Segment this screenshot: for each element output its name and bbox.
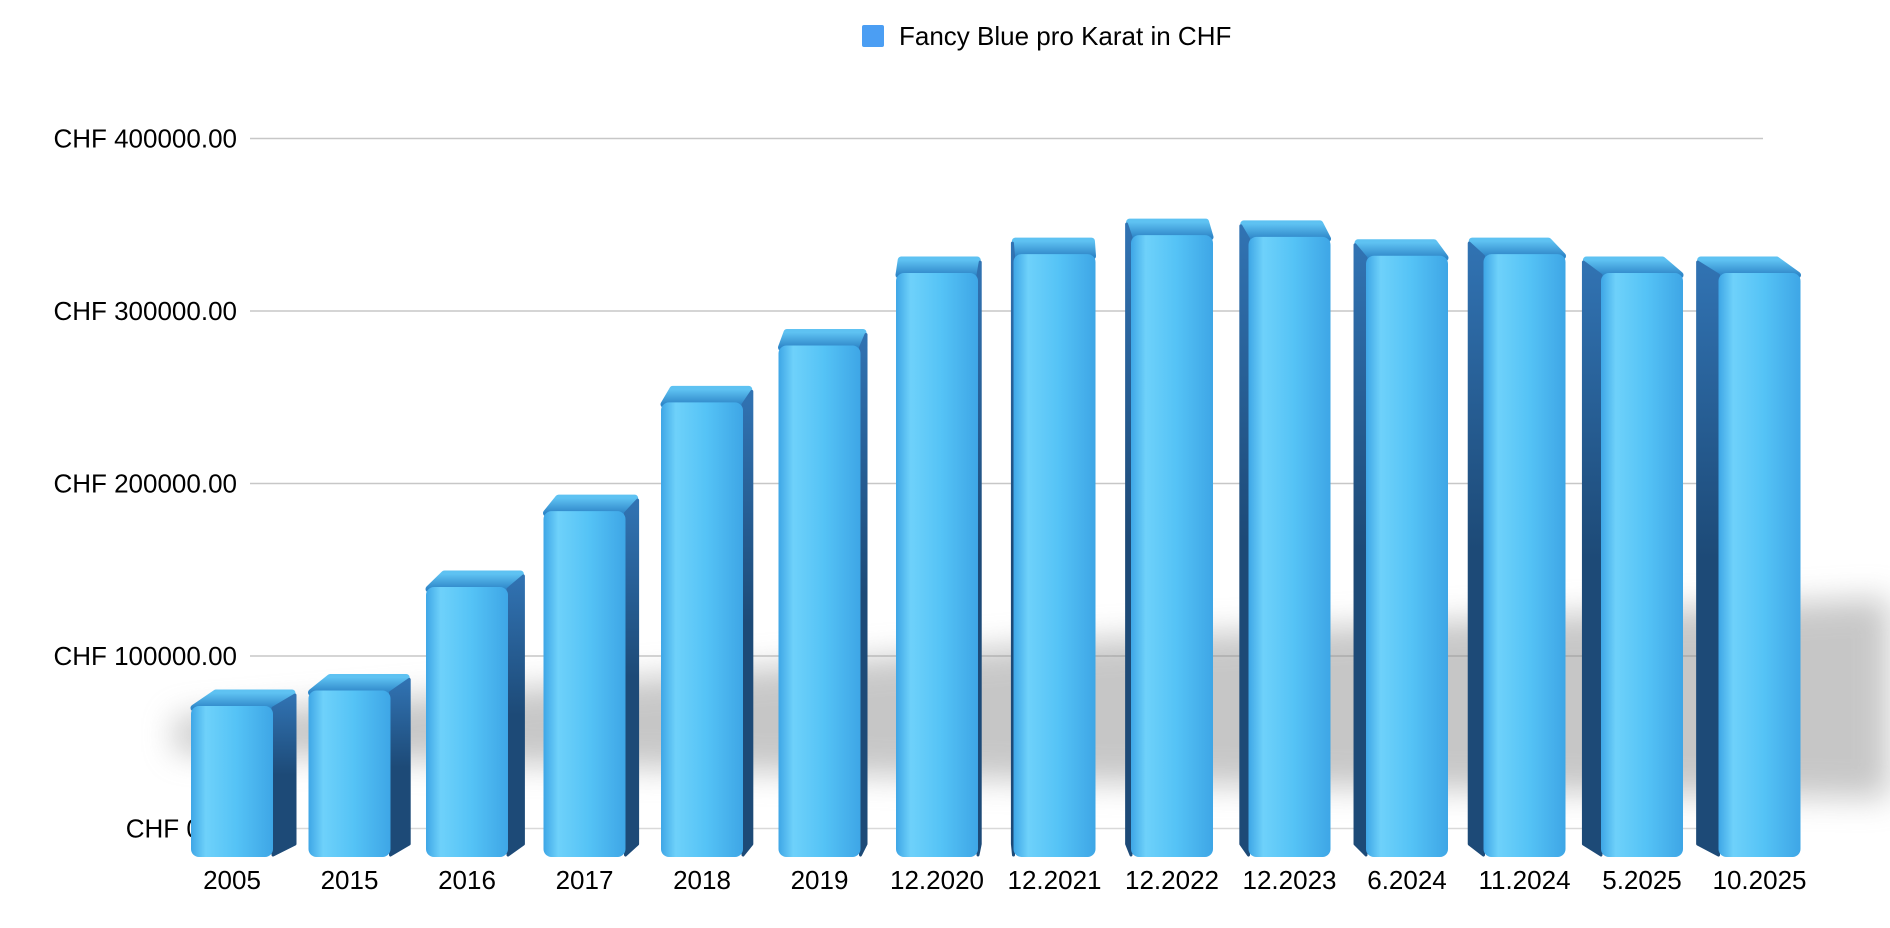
bar-6-2024 [1353, 239, 1449, 858]
bar-front-face [1013, 254, 1096, 857]
bar-side-face [1696, 260, 1720, 857]
x-tick-label: 12.2022 [1125, 865, 1219, 895]
bar-side-face [624, 498, 640, 857]
bar-front-face [778, 345, 861, 857]
bar-side-face [1010, 241, 1015, 857]
bar-front-face [1248, 236, 1331, 857]
bar-top-face [1468, 237, 1566, 260]
bar-2017 [543, 494, 640, 857]
y-tick-label: CHF 400000.00 [53, 124, 237, 154]
x-tick-label: 10.2025 [1713, 865, 1807, 895]
bar-top-face [895, 256, 981, 279]
bar-12-2021 [1010, 237, 1096, 857]
bar-side-face [1125, 222, 1133, 857]
bar-top-face [1011, 237, 1096, 260]
x-tick-label: 2016 [438, 865, 496, 895]
bar-12-2022 [1125, 218, 1214, 858]
bar-side-face [271, 693, 297, 857]
bar-side-face [859, 333, 868, 857]
x-tick-label: 12.2020 [890, 865, 984, 895]
bar-top-face [778, 329, 867, 351]
bar-side-face [389, 678, 411, 857]
bar-front-face [1366, 255, 1448, 858]
x-tick-label: 12.2021 [1008, 865, 1102, 895]
bar-side-face [1353, 243, 1368, 857]
bar-2005 [190, 689, 297, 857]
bar-top-face [1126, 218, 1214, 241]
x-tick-label: 11.2024 [1478, 865, 1570, 895]
bar-top-face [425, 570, 524, 593]
x-tick-label: 2019 [791, 865, 849, 895]
bar-front-face [661, 402, 743, 857]
bar-2018 [660, 385, 754, 857]
y-tick-label: CHF 200000.00 [53, 469, 237, 499]
bar-front-face [308, 690, 391, 857]
bar-top-face [1240, 220, 1331, 243]
bar-front-face [191, 706, 273, 857]
bar-2019 [778, 329, 868, 857]
bar-top-face [543, 494, 639, 517]
bar-11-2024 [1467, 237, 1566, 857]
bar-side-face [1239, 224, 1250, 857]
bar-5-2025 [1581, 256, 1684, 857]
bar-12-2020 [895, 256, 982, 857]
bar-front-face [1601, 273, 1683, 857]
bar-top-face [660, 385, 753, 408]
bar-top-face [1354, 239, 1449, 262]
y-tick-label: CHF 300000.00 [53, 296, 237, 326]
chart-legend: Fancy Blue pro Karat in CHF [862, 22, 1231, 50]
x-tick-label: 5.2025 [1602, 865, 1682, 895]
bar-side-face [741, 389, 754, 857]
legend-label: Fancy Blue pro Karat in CHF [899, 21, 1232, 51]
bar-front-face [896, 273, 978, 857]
x-tick-label: 2015 [321, 865, 379, 895]
bar-2016 [425, 570, 525, 857]
bar-front-face [1483, 254, 1566, 857]
bar-front-face [1131, 235, 1213, 858]
bar-front-face [426, 587, 508, 857]
bar-2015 [308, 674, 411, 857]
bar-10-2025 [1696, 256, 1801, 857]
legend-swatch-icon [862, 25, 884, 47]
x-tick-label: 2018 [673, 865, 731, 895]
y-tick-label: CHF 100000.00 [53, 641, 237, 671]
x-tick-label: 6.2024 [1367, 865, 1447, 895]
bar-side-face [1581, 260, 1603, 857]
bar-side-face [506, 574, 525, 857]
bar-side-face [1467, 241, 1485, 857]
bar-side-face [976, 260, 982, 857]
bar-front-face [1718, 273, 1801, 857]
x-tick-label: 2005 [203, 865, 261, 895]
bar-12-2023 [1239, 220, 1331, 857]
x-tick-label: 12.2023 [1243, 865, 1337, 895]
x-tick-label: 2017 [556, 865, 614, 895]
bar-front-face [543, 511, 626, 857]
